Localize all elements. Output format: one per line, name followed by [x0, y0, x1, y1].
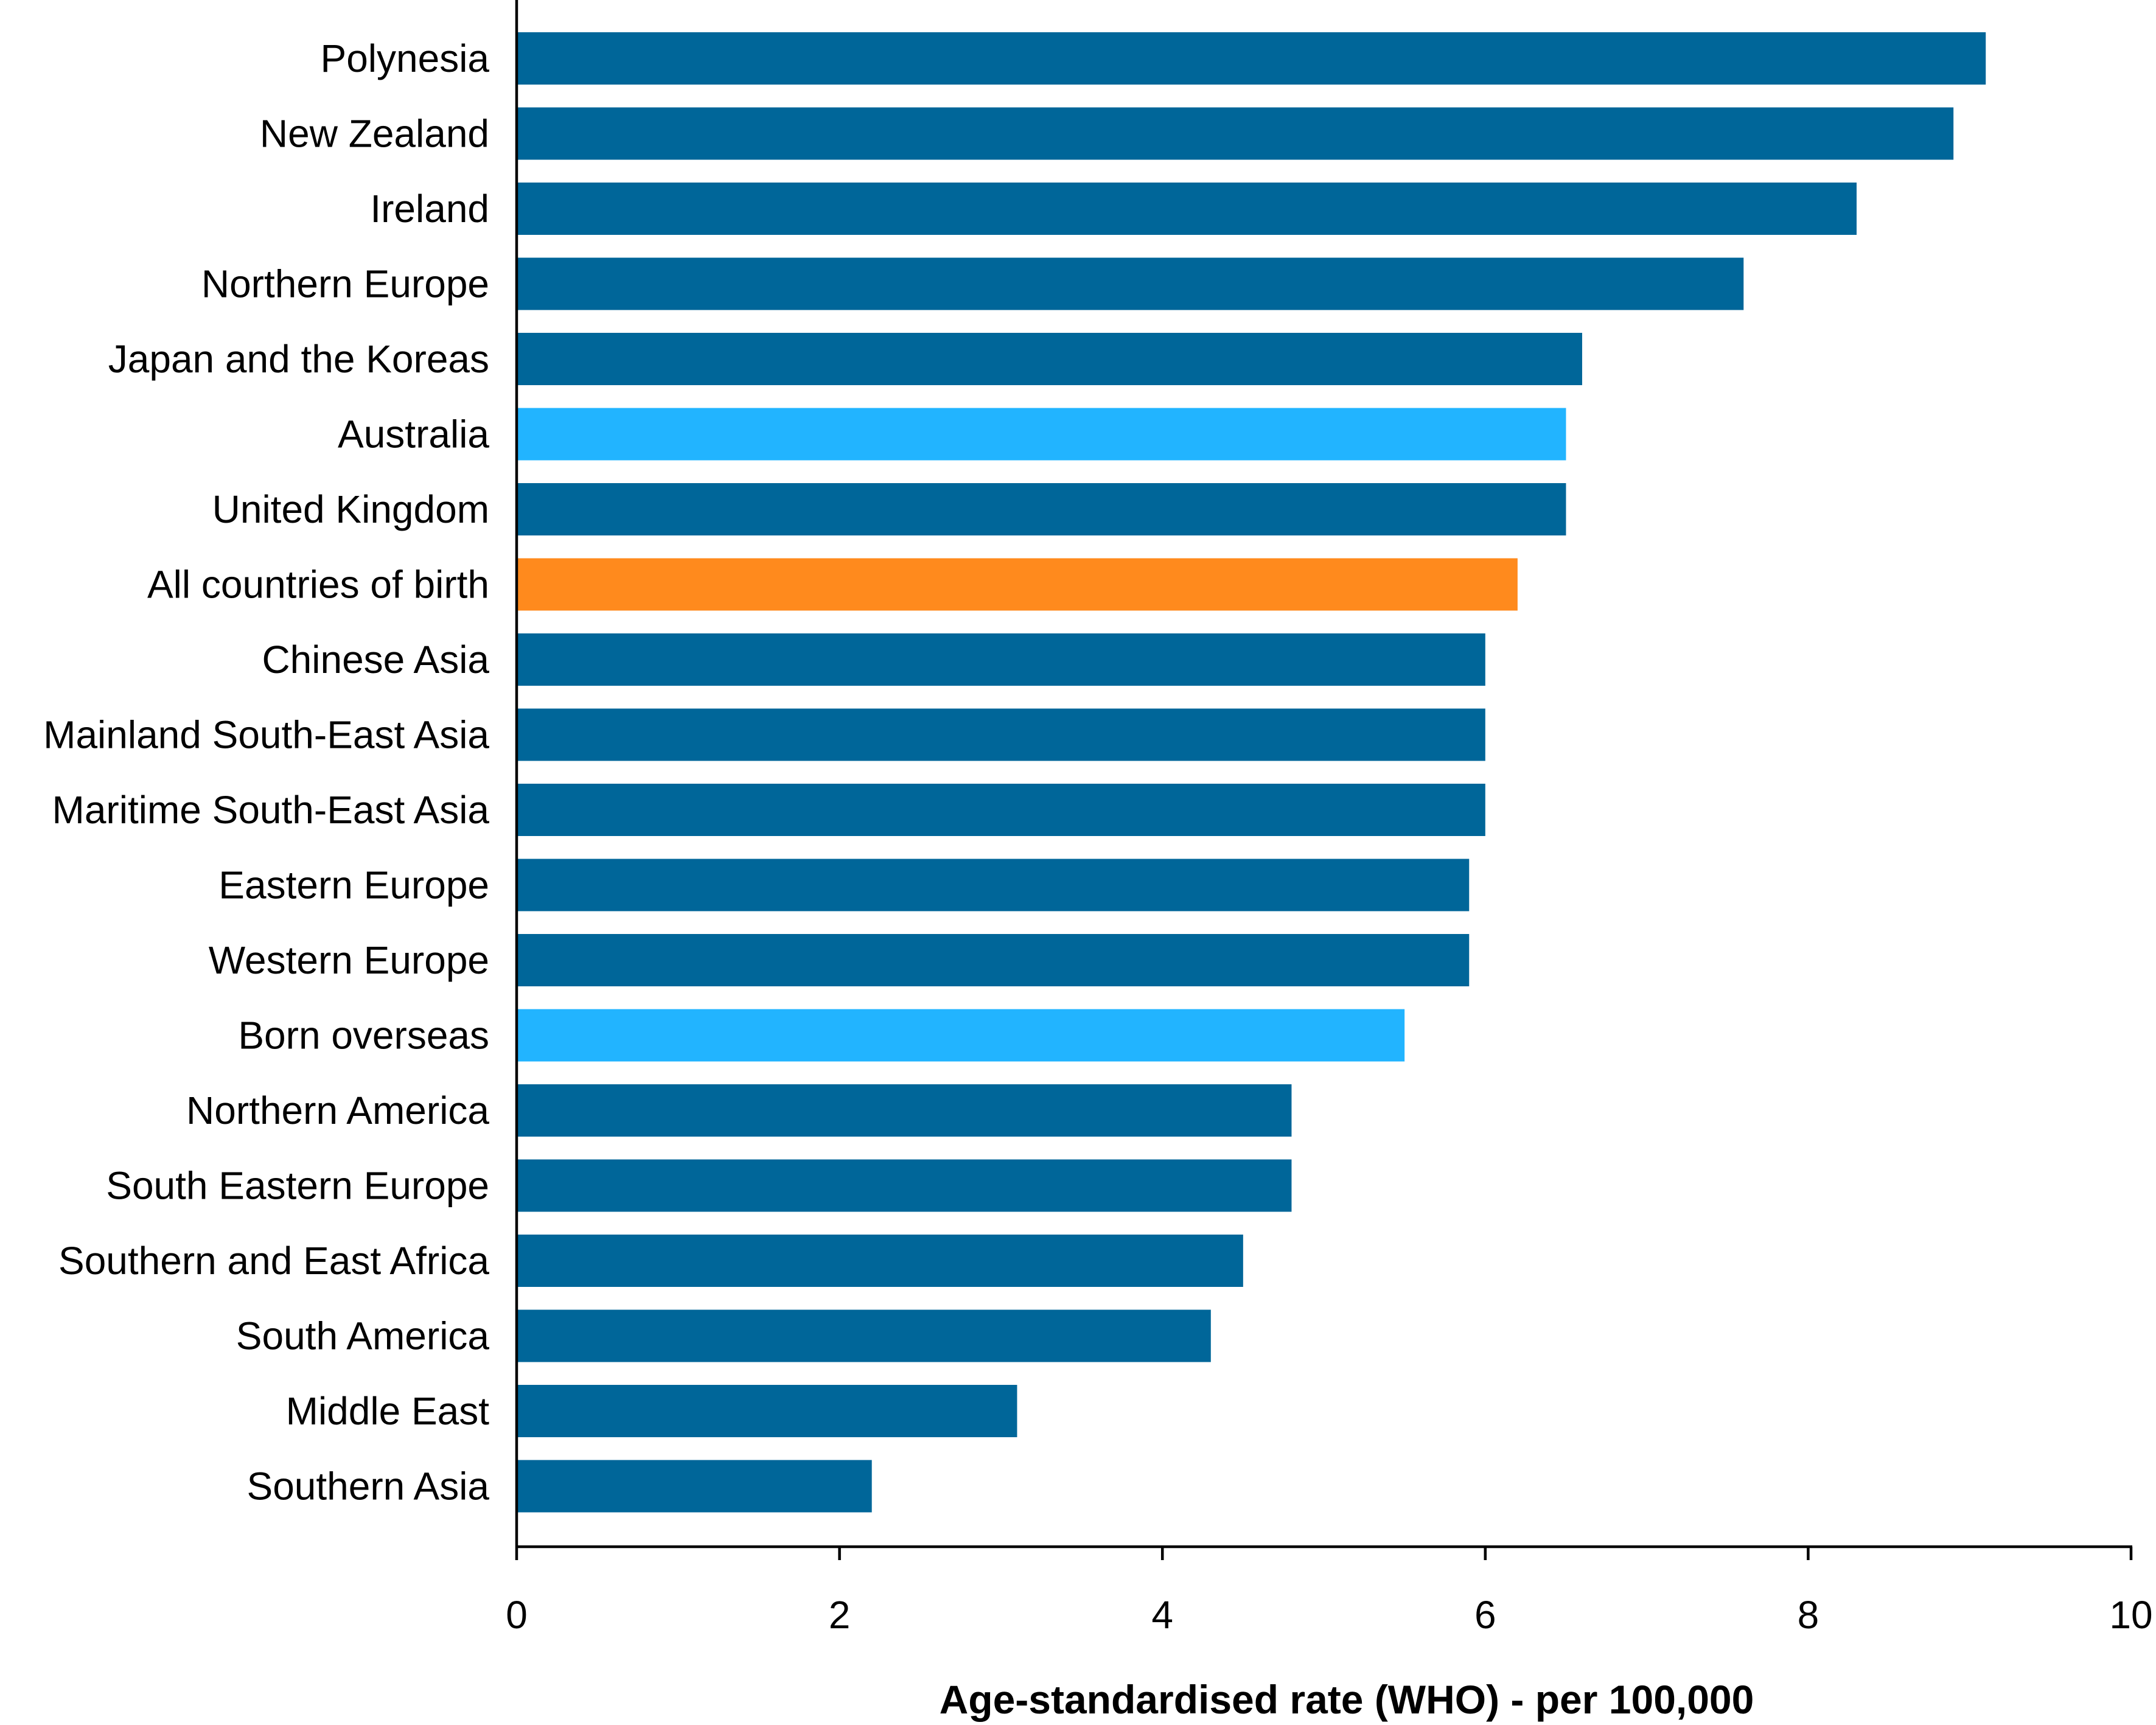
bar-born-overseas [517, 1009, 1405, 1062]
category-label: Southern and East Africa [58, 1239, 489, 1283]
bar-ireland [517, 183, 1857, 235]
category-label: Northern America [186, 1089, 489, 1132]
category-label: South Eastern Europe [106, 1164, 489, 1208]
bar-all-countries-of-birth [517, 558, 1518, 611]
category-label: Born overseas [238, 1014, 489, 1058]
bar-southern-asia [517, 1460, 872, 1513]
bar-united-kingdom [517, 483, 1566, 535]
category-labels: Polynesia New Zealand Ireland Northern Euro… [43, 37, 489, 1508]
category-label: Australia [338, 413, 489, 456]
x-axis-ticks [515, 1547, 2133, 1560]
x-tick-label: 8 [1798, 1593, 1819, 1637]
category-label: New Zealand [260, 112, 489, 156]
x-axis-title: Age-standardised rate (WHO) - per 100,00… [940, 1677, 1754, 1722]
x-tick-label: 4 [1151, 1593, 1173, 1637]
category-label: Southern Asia [247, 1465, 490, 1508]
x-tick-label: 0 [506, 1593, 528, 1637]
bar-new-zealand [517, 107, 1954, 160]
bar-mainland-south-east-asia [517, 708, 1485, 761]
category-label: All countries of birth [147, 563, 489, 607]
category-label: Northern Europe [201, 262, 489, 306]
category-label: Polynesia [321, 37, 490, 80]
category-label: Eastern Europe [218, 863, 489, 907]
bar-polynesia [517, 32, 1986, 85]
bar-middle-east [517, 1385, 1017, 1437]
category-label: Japan and the Koreas [108, 337, 489, 381]
category-label: Western Europe [209, 938, 489, 982]
category-label: Middle East [286, 1389, 490, 1433]
category-label: Maritime South-East Asia [52, 788, 490, 832]
bar-western-europe [517, 934, 1470, 986]
category-label: South America [236, 1314, 490, 1358]
bar-australia [517, 408, 1566, 461]
bar-south-america [517, 1309, 1211, 1362]
bar-japan-and-the-koreas [517, 333, 1582, 385]
x-tick-label: 2 [829, 1593, 851, 1637]
bar-southern-and-east-africa [517, 1235, 1243, 1287]
category-label: Mainland South-East Asia [43, 713, 489, 757]
category-label: Chinese Asia [262, 638, 489, 681]
category-label: Ireland [370, 187, 489, 231]
bar-maritime-south-east-asia [517, 784, 1485, 836]
x-tick-label: 6 [1474, 1593, 1496, 1637]
bar-chinese-asia [517, 633, 1485, 686]
bar-northern-europe [517, 257, 1744, 310]
bar-south-eastern-europe [517, 1159, 1292, 1212]
x-axis-tick-labels: 0 2 4 6 8 10 [506, 1593, 2152, 1637]
bar-northern-america [517, 1084, 1292, 1137]
bars-group [517, 32, 1986, 1513]
bar-eastern-europe [517, 859, 1470, 911]
category-label: United Kingdom [212, 487, 489, 531]
x-tick-label: 10 [2109, 1593, 2152, 1637]
